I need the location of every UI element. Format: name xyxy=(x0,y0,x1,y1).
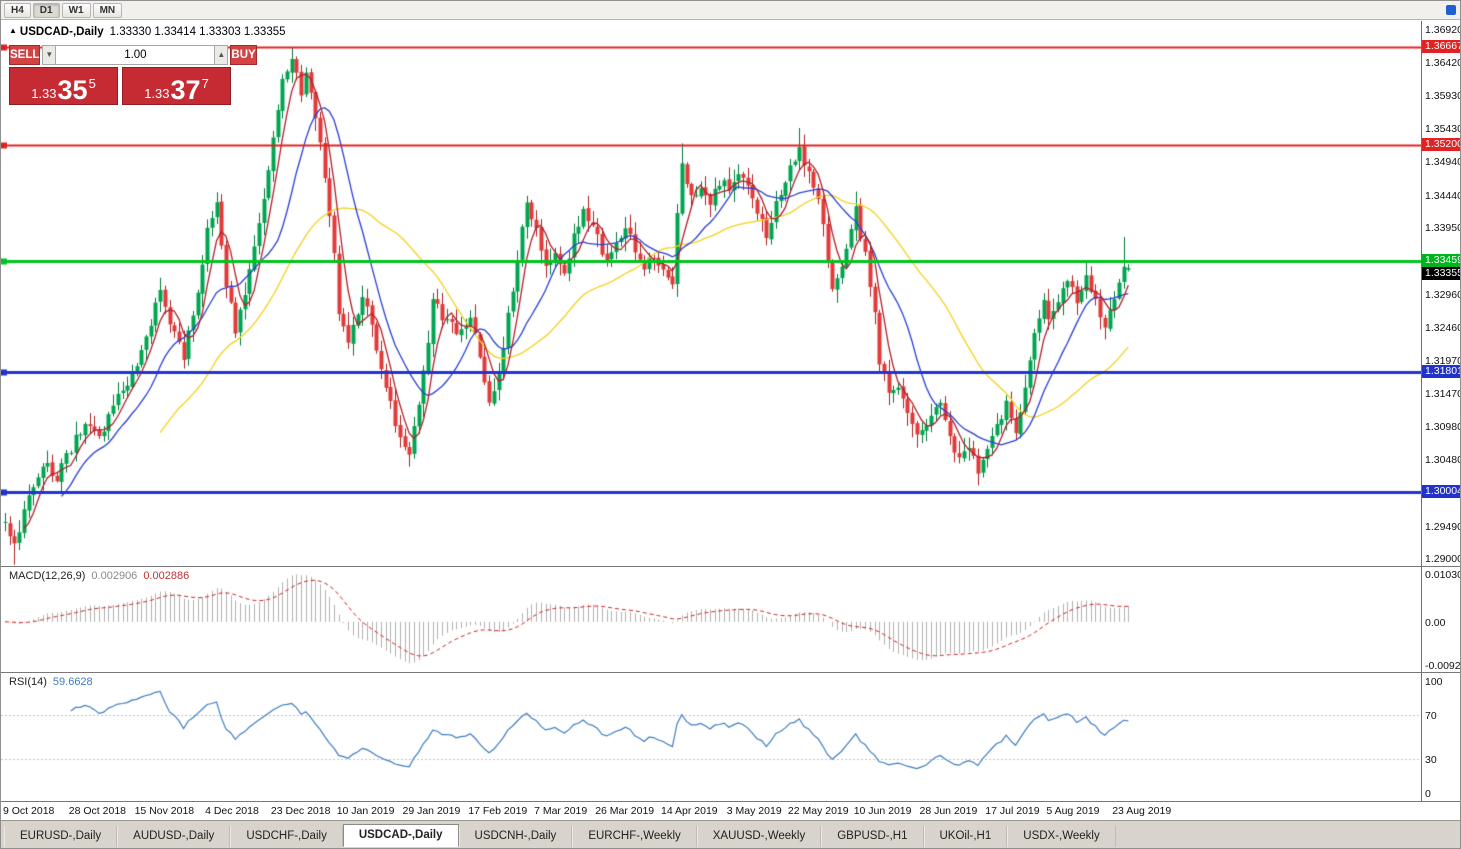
timeframe-button-h4[interactable]: H4 xyxy=(4,2,31,18)
chart-tab-gbpusd[interactable]: GBPUSD-,H1 xyxy=(821,826,924,847)
date-axis-label: 5 Aug 2019 xyxy=(1046,805,1100,817)
price-level-badge: 1.31801 xyxy=(1422,365,1460,378)
chart-tab-usdcnh[interactable]: USDCNH-,Daily xyxy=(458,826,573,847)
buy-price-display[interactable]: 1.33 37 7 xyxy=(122,67,231,105)
chart-ohlc-values: 1.33330 1.33414 1.33303 1.33355 xyxy=(109,26,286,38)
macd-signal-value: 0.002886 xyxy=(143,570,190,582)
macd-scale-label: -0.0092030 xyxy=(1425,659,1461,672)
price-scale-label: 1.36920 xyxy=(1425,23,1461,36)
panel-separator[interactable] xyxy=(1,566,1460,567)
price-level-badge: 1.33459 xyxy=(1422,254,1460,268)
rsi-scale-label: 30 xyxy=(1425,754,1437,767)
rsi-scale-label: 0 xyxy=(1425,788,1431,800)
price-scale-label: 1.31470 xyxy=(1425,388,1461,401)
timeframe-button-w1[interactable]: W1 xyxy=(61,2,91,18)
macd-name: MACD(12,26,9) xyxy=(9,570,86,582)
macd-main-value: 0.002906 xyxy=(91,570,138,582)
price-chart-canvas[interactable] xyxy=(1,21,1421,801)
rsi-name: RSI(14) xyxy=(9,676,47,688)
macd-scale-label: 0.00 xyxy=(1425,616,1446,629)
volume-increase-icon[interactable]: ▲ xyxy=(214,45,229,65)
chart-shift-icon[interactable] xyxy=(1446,5,1456,15)
chart-tab-usdcad[interactable]: USDCAD-,Daily xyxy=(342,824,459,847)
rsi-scale-label: 100 xyxy=(1425,676,1443,688)
sell-price-display[interactable]: 1.33 35 5 xyxy=(9,67,118,105)
timeframe-button-mn[interactable]: MN xyxy=(92,2,123,18)
date-axis-label: 23 Aug 2019 xyxy=(1112,805,1172,817)
price-scale-label: 1.30480 xyxy=(1425,454,1461,467)
price-scale-label: 1.29490 xyxy=(1425,520,1461,533)
chart-tab-bar: EURUSD-,Daily AUDUSD-,Daily USDCHF-,Daily U… xyxy=(1,820,1460,848)
chart-tab-usdx[interactable]: USDX-,Weekly xyxy=(1007,826,1116,847)
chart-tab-eurusd[interactable]: EURUSD-,Daily xyxy=(4,826,118,847)
date-axis-label: 4 Dec 2018 xyxy=(205,805,259,817)
price-level-badge: 1.36667 xyxy=(1422,39,1460,53)
date-axis-label: 3 May 2019 xyxy=(726,805,782,817)
chart-tab-usdchf[interactable]: USDCHF-,Daily xyxy=(230,826,343,847)
sell-price-prefix: 1.33 xyxy=(31,85,57,101)
date-axis-label: 10 Jun 2019 xyxy=(853,805,912,817)
price-level-badge: 1.33355 xyxy=(1422,267,1460,281)
buy-button[interactable]: BUY xyxy=(230,45,257,65)
date-axis[interactable]: 9 Oct 2018 28 Oct 2018 15 Nov 2018 4 Dec 20… xyxy=(1,802,1421,820)
price-scale-label: 1.33950 xyxy=(1425,222,1461,235)
date-axis-label: 7 Mar 2019 xyxy=(534,805,588,817)
buy-price-pips: 37 xyxy=(170,74,201,105)
date-axis-label: 17 Jul 2019 xyxy=(985,805,1040,817)
sell-price-pips: 35 xyxy=(57,74,88,105)
price-scale-label: 1.32460 xyxy=(1425,321,1461,334)
sell-price-point: 5 xyxy=(88,76,96,91)
macd-scale-label: 0.0103011 xyxy=(1425,568,1460,581)
date-axis-label: 29 Jan 2019 xyxy=(402,805,461,817)
date-axis-label: 15 Nov 2018 xyxy=(134,805,195,817)
date-axis-label: 9 Oct 2018 xyxy=(3,805,55,817)
price-scale-label: 1.36420 xyxy=(1425,57,1461,70)
rsi-scale-label: 70 xyxy=(1425,709,1437,722)
rsi-value: 59.6628 xyxy=(52,676,93,688)
buy-price-prefix: 1.33 xyxy=(144,85,170,101)
date-axis-label: 26 Mar 2019 xyxy=(595,805,655,817)
price-scale-label: 1.32960 xyxy=(1425,288,1461,301)
volume-decrease-icon[interactable]: ▼ xyxy=(42,45,57,65)
date-axis-label: 10 Jan 2019 xyxy=(336,805,395,817)
volume-input[interactable] xyxy=(56,45,215,65)
panel-separator xyxy=(1,801,1460,802)
chart-symbol-label: USDCAD-,Daily xyxy=(19,26,104,38)
price-scale-label: 1.31970 xyxy=(1425,354,1461,367)
volume-stepper: ▼ ▲ xyxy=(42,45,229,65)
chart-title: ▲ USDCAD-,Daily 1.33330 1.33414 1.33303 1.… xyxy=(9,26,286,38)
price-scale-label: 1.29000 xyxy=(1425,553,1461,566)
one-click-trading-panel: SELL ▼ ▲ BUY 1.33 35 5 1.33 37 7 xyxy=(9,45,257,105)
price-scale-label: 1.34440 xyxy=(1425,189,1461,202)
date-axis-label: 23 Dec 2018 xyxy=(270,805,331,817)
price-level-badge: 1.35200 xyxy=(1422,137,1460,151)
date-axis-label: 22 May 2019 xyxy=(787,805,849,817)
timeframe-buttons: H4 D1 W1 MN xyxy=(4,2,124,18)
date-axis-label: 17 Feb 2019 xyxy=(468,805,528,817)
sell-button[interactable]: SELL xyxy=(9,45,41,65)
price-level-badge: 1.30004 xyxy=(1422,485,1460,499)
macd-indicator-label: MACD(12,26,9) 0.002906 0.002886 xyxy=(9,570,189,582)
buy-price-point: 7 xyxy=(201,76,209,91)
price-scale-label: 1.30980 xyxy=(1425,420,1461,433)
panel-separator[interactable] xyxy=(1,672,1460,673)
chart-tab-audusd[interactable]: AUDUSD-,Daily xyxy=(117,826,231,847)
price-scale-label: 1.34940 xyxy=(1425,156,1461,169)
price-scale-label: 1.35430 xyxy=(1425,123,1461,136)
date-axis-label: 14 Apr 2019 xyxy=(661,805,718,817)
rsi-indicator-label: RSI(14) 59.6628 xyxy=(9,676,93,688)
chart-tab-eurchf[interactable]: EURCHF-,Weekly xyxy=(572,826,697,847)
price-scale[interactable]: 1.36920 1.36420 1.35930 1.35430 1.34940 1.344… xyxy=(1421,21,1461,801)
timeframe-toolbar: H4 D1 W1 MN xyxy=(1,1,1460,20)
chart-tab-xauusd[interactable]: XAUUSD-,Weekly xyxy=(696,826,822,847)
collapse-panel-icon[interactable]: ▲ xyxy=(9,26,17,35)
date-axis-label: 28 Jun 2019 xyxy=(919,805,978,817)
timeframe-button-d1[interactable]: D1 xyxy=(32,2,60,18)
date-axis-label: 28 Oct 2018 xyxy=(68,805,127,817)
chart-tab-ukoil[interactable]: UKOil-,H1 xyxy=(923,826,1008,847)
price-scale-label: 1.35930 xyxy=(1425,89,1461,102)
